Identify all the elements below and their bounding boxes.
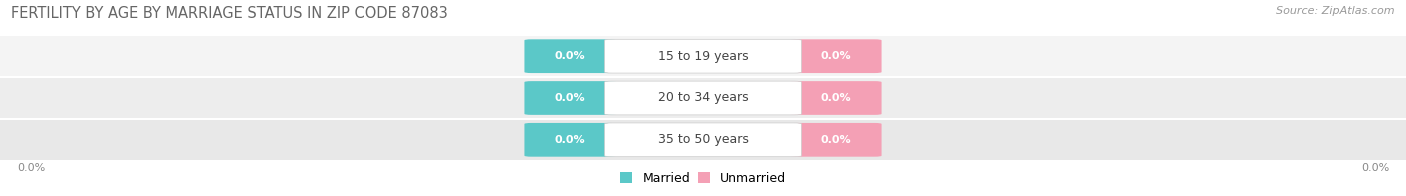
Text: FERTILITY BY AGE BY MARRIAGE STATUS IN ZIP CODE 87083: FERTILITY BY AGE BY MARRIAGE STATUS IN Z… [11,6,449,21]
FancyBboxPatch shape [0,78,1406,118]
Text: 35 to 50 years: 35 to 50 years [658,133,748,146]
FancyBboxPatch shape [605,123,801,157]
FancyBboxPatch shape [0,36,1406,76]
FancyBboxPatch shape [524,39,616,73]
FancyBboxPatch shape [0,120,1406,160]
Text: 0.0%: 0.0% [821,93,851,103]
FancyBboxPatch shape [605,81,801,115]
Text: 0.0%: 0.0% [1361,163,1389,173]
Text: 0.0%: 0.0% [17,163,45,173]
FancyBboxPatch shape [524,81,616,115]
FancyBboxPatch shape [524,123,616,157]
FancyBboxPatch shape [790,81,882,115]
Text: 15 to 19 years: 15 to 19 years [658,50,748,63]
FancyBboxPatch shape [605,39,801,73]
Text: 20 to 34 years: 20 to 34 years [658,92,748,104]
Text: 0.0%: 0.0% [821,135,851,145]
FancyBboxPatch shape [790,39,882,73]
Legend: Married, Unmarried: Married, Unmarried [614,167,792,190]
FancyBboxPatch shape [790,123,882,157]
Text: 0.0%: 0.0% [555,93,585,103]
Text: 0.0%: 0.0% [821,51,851,61]
Text: Source: ZipAtlas.com: Source: ZipAtlas.com [1277,6,1395,16]
Text: 0.0%: 0.0% [555,135,585,145]
Text: 0.0%: 0.0% [555,51,585,61]
